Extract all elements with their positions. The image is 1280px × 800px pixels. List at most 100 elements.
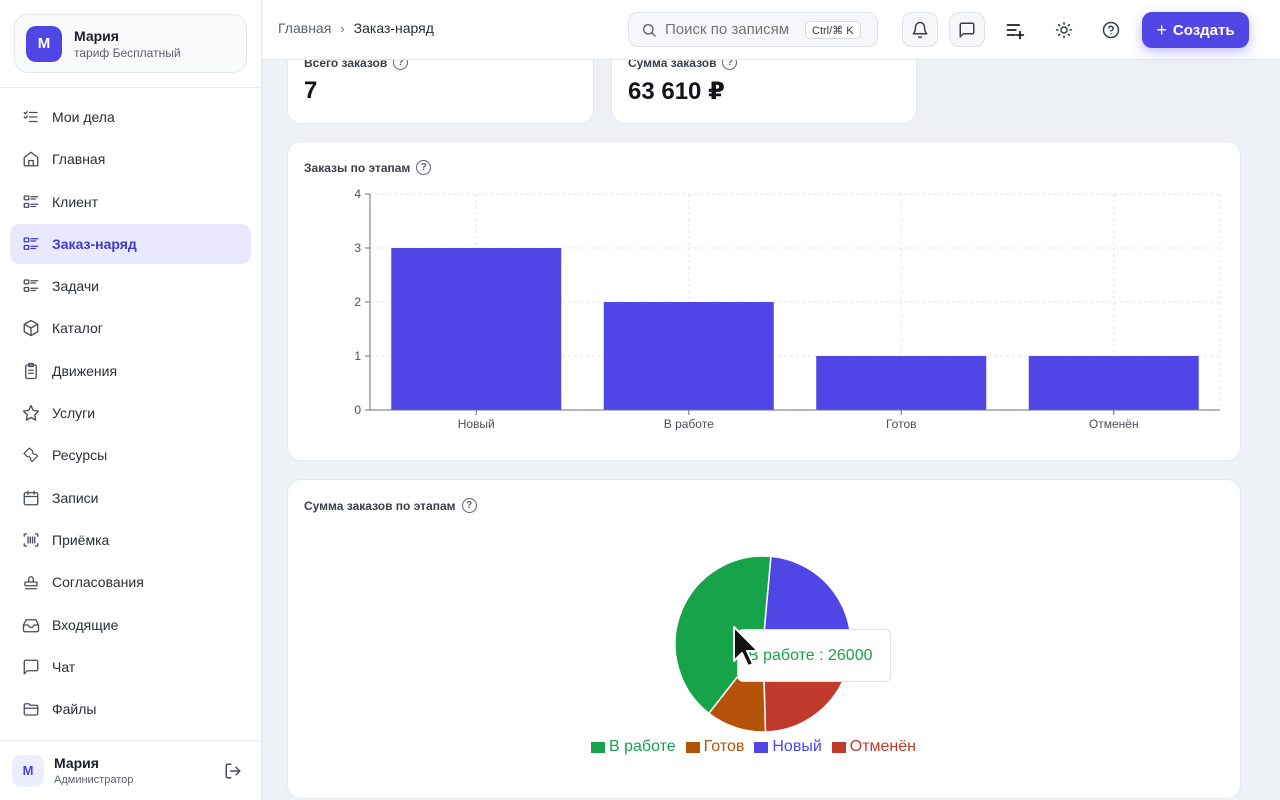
barcode-scan-icon: [22, 531, 40, 549]
search-input[interactable]: [665, 21, 800, 38]
x-tick-label: Новый: [458, 417, 495, 431]
legend-item[interactable]: Отменён: [831, 738, 916, 756]
orders-by-stage-card: Заказы по этапам? 0 1 2 3 4 Новый В работе Гото…: [287, 141, 1241, 461]
y-tick-label: 4: [354, 187, 361, 201]
legend-item[interactable]: В работе: [591, 738, 676, 756]
search-box[interactable]: Ctrl/⌘ K: [628, 12, 878, 47]
legend-swatch: [591, 741, 605, 753]
pie-legend: В работе Готов Новый Отменён: [591, 738, 926, 756]
breadcrumb: Главная › Заказ-наряд: [278, 20, 434, 36]
sidebar-nav: Мои дела Главная Клиент Заказ-наряд Задачи Ка…: [10, 97, 251, 731]
sidebar-item-label: Каталог: [52, 320, 103, 337]
legend-label: В работе: [609, 738, 676, 755]
bar-3[interactable]: [816, 356, 987, 410]
tooltip-text: В работе : 26000: [748, 646, 873, 664]
bar-chart: 0 1 2 3 4 Новый В работе Готов Отменён: [354, 187, 1221, 431]
sidebar-item-9[interactable]: Ресурсы: [10, 435, 251, 475]
sidebar-item-label: Задачи: [52, 278, 100, 295]
bar-1[interactable]: [391, 248, 562, 410]
legend-swatch: [685, 741, 700, 753]
sidebar-item-12[interactable]: Согласования: [10, 562, 251, 602]
sidebar-item-label: Клиент: [52, 193, 99, 210]
y-tick-label: 1: [354, 349, 361, 363]
sidebar-item-5[interactable]: Задачи: [10, 266, 251, 306]
sidebar-item-1[interactable]: Мои дела: [10, 97, 251, 137]
message-icon: [959, 22, 975, 37]
search-shortcut: Ctrl/⌘ K: [805, 21, 861, 39]
bar-4[interactable]: [1028, 356, 1199, 410]
notifications-button[interactable]: [902, 12, 938, 47]
bell-icon: [912, 21, 928, 38]
y-tick-label: 2: [354, 295, 361, 309]
breadcrumb-home[interactable]: Главная: [278, 20, 332, 36]
inbox-icon: [22, 616, 40, 634]
sidebar-item-3[interactable]: Клиент: [10, 182, 251, 222]
sidebar-item-label: Приёмка: [52, 531, 110, 548]
sidebar-item-label: Чат: [52, 658, 76, 675]
sidebar-item-label: Мои дела: [52, 109, 115, 125]
account-switcher[interactable]: М Мария тариф Бесплатный: [14, 14, 247, 73]
create-button[interactable]: + Создать: [1142, 12, 1249, 48]
stamp-icon: [22, 573, 40, 591]
x-tick-label: В работе: [664, 417, 714, 431]
plus-icon: +: [1156, 19, 1167, 40]
legend-swatch: [754, 741, 769, 753]
folder-icon: [22, 700, 40, 718]
chevron-right-icon: ›: [340, 20, 345, 36]
help-button[interactable]: [1093, 12, 1129, 47]
sidebar-item-label: Движения: [52, 362, 118, 379]
sidebar-item-13[interactable]: Входящие: [10, 605, 251, 645]
bar-chart-title: Заказы по этапам?: [304, 160, 432, 175]
list-icon: [22, 277, 40, 295]
theme-toggle-button[interactable]: [1046, 12, 1082, 47]
chart-tooltip: В работе : 26000: [737, 629, 891, 682]
sidebar-item-label: Входящие: [52, 616, 119, 633]
x-tick-label: Готов: [886, 417, 917, 431]
total-orders-value: 7: [304, 77, 318, 104]
search-icon: [643, 23, 656, 37]
sidebar-item-11[interactable]: Приёмка: [10, 520, 251, 560]
sidebar-item-7[interactable]: Движения: [10, 351, 251, 391]
star-icon: [22, 404, 40, 422]
account-plan: тариф Бесплатный: [74, 45, 181, 60]
help-icon[interactable]: ?: [461, 498, 477, 513]
calendar-icon: [22, 489, 40, 507]
help-circle-icon: [1102, 21, 1120, 38]
create-button-label: Создать: [1172, 21, 1235, 39]
breadcrumb-current: Заказ-наряд: [353, 20, 434, 36]
legend-label: Готов: [703, 738, 745, 755]
sidebar-item-4[interactable]: Заказ-наряд: [10, 223, 251, 264]
x-tick-label: Отменён: [1089, 417, 1139, 431]
avatar: М: [12, 754, 44, 787]
sidebar-item-label: Файлы: [52, 701, 97, 718]
sidebar-item-label: Записи: [52, 489, 99, 506]
legend-item[interactable]: Новый: [754, 738, 822, 756]
sidebar-item-15[interactable]: Файлы: [10, 689, 251, 729]
logout-icon[interactable]: [224, 762, 242, 780]
sidebar-item-6[interactable]: Каталог: [10, 308, 251, 348]
box-icon: [22, 319, 40, 337]
legend-item[interactable]: Готов: [685, 738, 745, 756]
messages-button[interactable]: [949, 12, 985, 47]
pie-chart-title: Сумма заказов по этапам?: [304, 498, 477, 513]
sidebar-item-10[interactable]: Записи: [10, 478, 251, 518]
pie-slice-1[interactable]: [674, 555, 772, 715]
bar-2[interactable]: [603, 302, 774, 410]
sidebar-item-2[interactable]: Главная: [10, 139, 251, 179]
add-to-list-button[interactable]: [997, 12, 1033, 47]
mouse-cursor-icon: [733, 626, 759, 667]
checklist-icon: [22, 108, 40, 126]
sidebar-item-14[interactable]: Чат: [10, 647, 251, 687]
user-role: Администратор: [54, 774, 134, 786]
help-icon[interactable]: ?: [416, 160, 432, 175]
list-plus-icon: [1006, 23, 1025, 39]
sidebar-item-label: Заказ-наряд: [52, 235, 137, 252]
legend-label: Отменён: [849, 738, 916, 755]
sidebar-item-8[interactable]: Услуги: [10, 393, 251, 433]
sidebar-item-label: Услуги: [52, 405, 96, 422]
top-bar: Главная › Заказ-наряд Ctrl/⌘ K + Создать: [262, 0, 1280, 60]
sidebar-item-label: Ресурсы: [52, 447, 108, 464]
wrench-icon: [22, 446, 40, 464]
legend-label: Новый: [772, 738, 822, 755]
orders-sum-value: 63 610 ₽: [628, 78, 725, 105]
